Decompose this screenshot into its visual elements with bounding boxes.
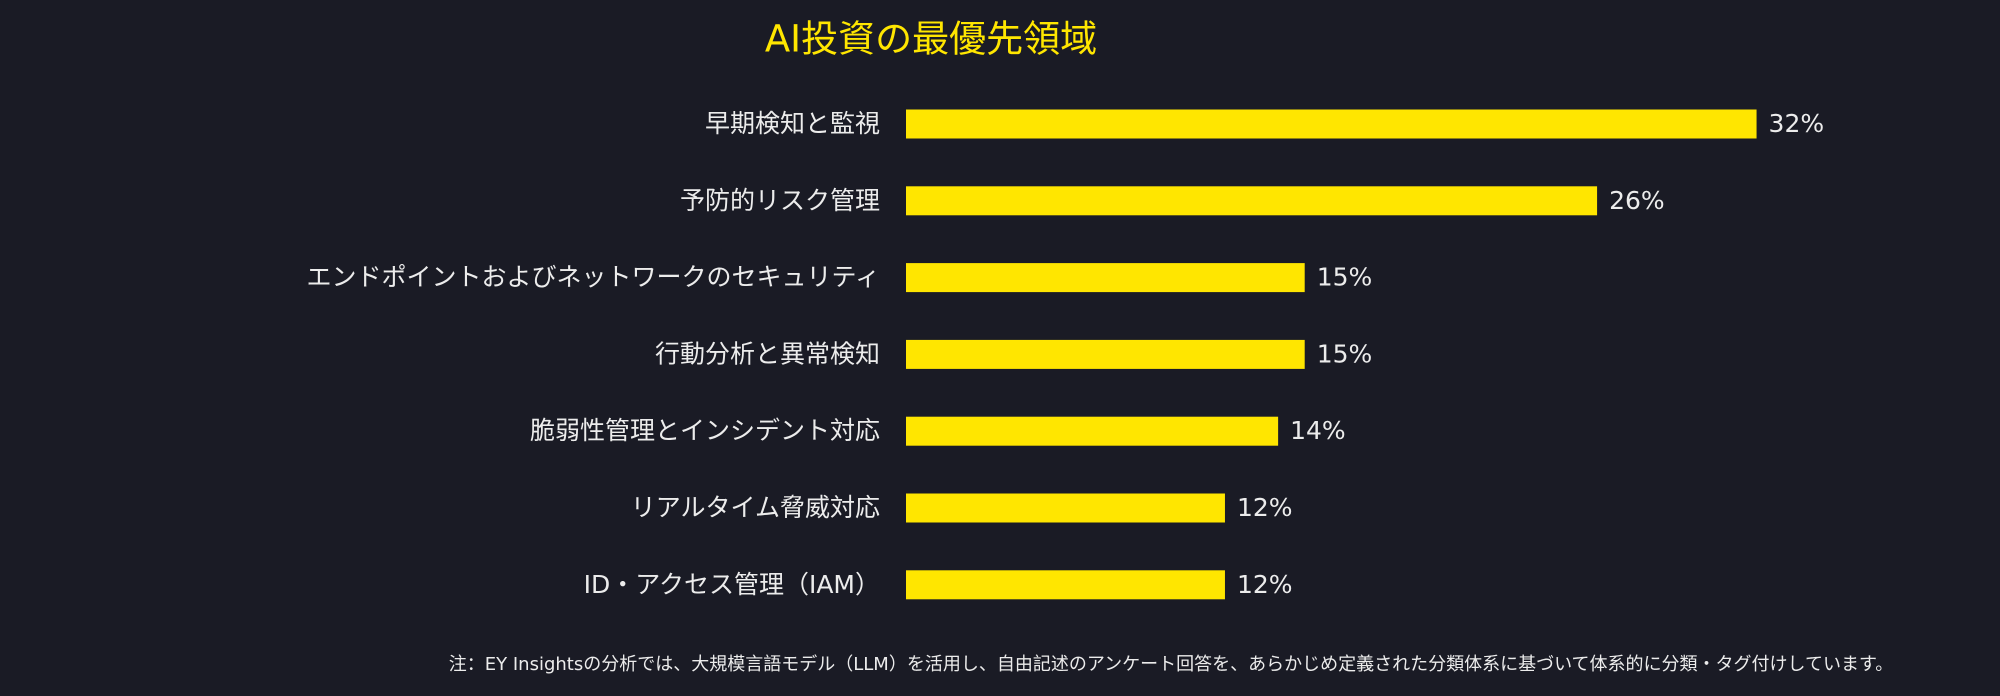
category-label: エンドポイントおよびネットワークのセキュリティ bbox=[306, 263, 880, 292]
footnote: 注：EY Insightsの分析では、大規模言語モデル（LLM）を活用し、自由記… bbox=[449, 654, 1893, 675]
bar bbox=[906, 493, 1225, 523]
category-label: 早期検知と監視 bbox=[705, 109, 880, 138]
category-label: 行動分析と異常検知 bbox=[655, 339, 880, 368]
bar bbox=[906, 416, 1279, 446]
value-label: 15% bbox=[1317, 339, 1373, 368]
value-label: 26% bbox=[1609, 186, 1665, 215]
category-label: 脆弱性管理とインシデント対応 bbox=[530, 416, 880, 445]
bar bbox=[906, 109, 1757, 139]
value-label: 14% bbox=[1290, 416, 1346, 445]
bar bbox=[906, 263, 1305, 293]
value-label: 12% bbox=[1237, 493, 1293, 522]
chart-title: AI投資の最優先領域 bbox=[765, 18, 1097, 61]
category-label: ID・アクセス管理（IAM） bbox=[584, 570, 880, 599]
category-label: 予防的リスク管理 bbox=[680, 186, 880, 215]
value-label: 15% bbox=[1317, 263, 1373, 292]
bar bbox=[906, 339, 1305, 369]
category-label: リアルタイム脅威対応 bbox=[631, 493, 880, 522]
value-label: 12% bbox=[1237, 570, 1293, 599]
bar bbox=[906, 186, 1598, 216]
value-label: 32% bbox=[1769, 109, 1825, 138]
bar bbox=[906, 570, 1225, 600]
